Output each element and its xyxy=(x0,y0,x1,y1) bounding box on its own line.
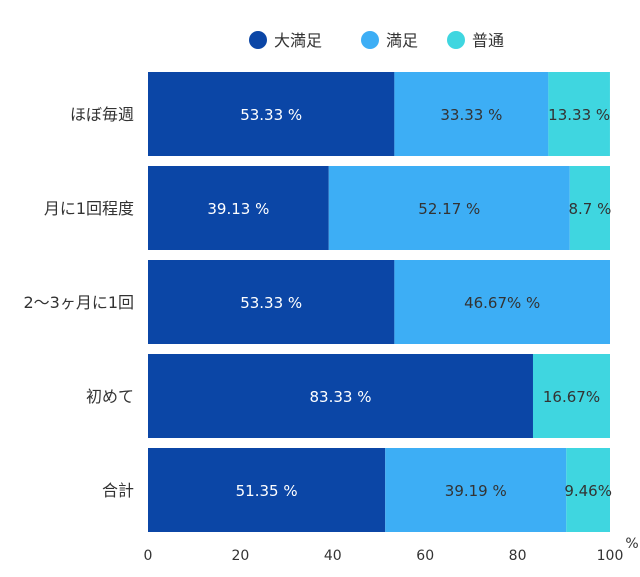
data-label-1-2: 8.7 % xyxy=(568,200,611,218)
x-tick-label-3: 60 xyxy=(416,548,434,564)
legend: 大満足 満足 普通 xyxy=(249,31,504,50)
data-label-4-2: 9.46% xyxy=(564,482,612,500)
legend-label-0: 大満足 xyxy=(274,31,322,50)
x-tick-label-4: 80 xyxy=(509,548,527,564)
stacked-bar-chart: 大満足 満足 普通 53.33 % 33.33 % 13.33 % 39.13 % 52.1… xyxy=(0,0,640,577)
category-label-3: 初めて xyxy=(86,387,134,406)
legend-label-2: 普通 xyxy=(472,31,504,50)
x-tick-label-5: 100 xyxy=(597,548,624,564)
x-tick-label-0: 0 xyxy=(144,548,153,564)
data-label-2-0: 53.33 % xyxy=(240,294,302,312)
x-axis: 0 20 40 60 80 100% xyxy=(144,536,639,564)
legend-marker-1 xyxy=(361,31,379,49)
data-label-0-1: 33.33 % xyxy=(440,106,502,124)
data-label-0-2: 13.33 % xyxy=(548,106,610,124)
data-label-4-1: 39.19 % xyxy=(445,482,507,500)
category-label-4: 合計 xyxy=(102,481,134,500)
data-label-1-1: 52.17 % xyxy=(418,200,480,218)
x-tick-label-2: 40 xyxy=(324,548,342,564)
x-unit-label: % xyxy=(625,536,638,552)
bars: 53.33 % 33.33 % 13.33 % 39.13 % 52.17 % 8.7 %… xyxy=(148,72,612,532)
x-tick-label-1: 20 xyxy=(231,548,249,564)
data-label-2-1: 46.67% % xyxy=(464,294,540,312)
legend-marker-0 xyxy=(249,31,267,49)
data-label-3-2: 16.67% xyxy=(543,388,600,406)
data-label-0-0: 53.33 % xyxy=(240,106,302,124)
data-label-1-0: 39.13 % xyxy=(207,200,269,218)
data-label-4-0: 51.35 % xyxy=(236,482,298,500)
category-label-0: ほぼ毎週 xyxy=(70,105,134,124)
legend-marker-2 xyxy=(447,31,465,49)
data-label-3-0: 83.33 % xyxy=(310,388,372,406)
category-label-1: 月に1回程度 xyxy=(44,199,134,218)
legend-label-1: 満足 xyxy=(386,31,418,50)
category-label-2: 2〜3ヶ月に1回 xyxy=(23,293,134,312)
